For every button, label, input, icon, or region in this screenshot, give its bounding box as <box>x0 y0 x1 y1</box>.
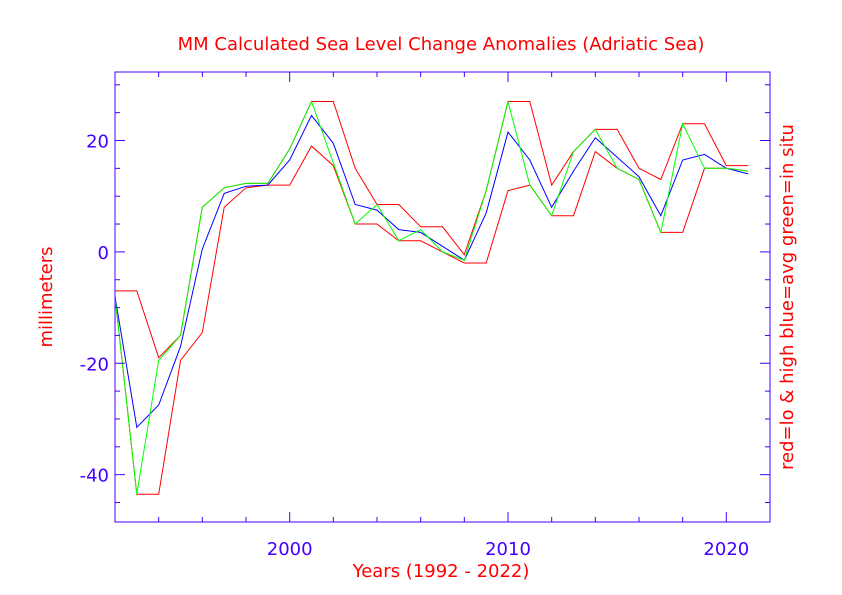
x-tick-label: 2000 <box>267 539 313 560</box>
plot-frame <box>114 71 771 523</box>
y-tick-label: -20 <box>80 354 109 375</box>
series-line-in_situ <box>114 100 749 495</box>
y-tick-label: -40 <box>80 466 109 487</box>
series-line-low <box>114 145 749 495</box>
series-legend-label: red=lo & high blue=avg green=in situ <box>777 124 798 470</box>
y-tick-label: 20 <box>86 132 109 153</box>
y-axis-label: millimeters <box>36 246 57 347</box>
series-line-avg <box>114 114 749 429</box>
x-tick-label: 2020 <box>703 539 749 560</box>
x-tick-label: 2010 <box>485 539 531 560</box>
y-tick-label: 0 <box>98 243 109 264</box>
series-layer <box>114 100 749 495</box>
axis-tick-labels: 2000 2010 2020 -40 -20 0 20 <box>80 132 750 560</box>
chart-title: MM Calculated Sea Level Change Anomalies… <box>178 34 705 55</box>
axis-ticks <box>114 72 771 522</box>
plot-frame-rect <box>114 71 771 523</box>
x-axis-label: Years (1992 - 2022) <box>352 561 530 582</box>
